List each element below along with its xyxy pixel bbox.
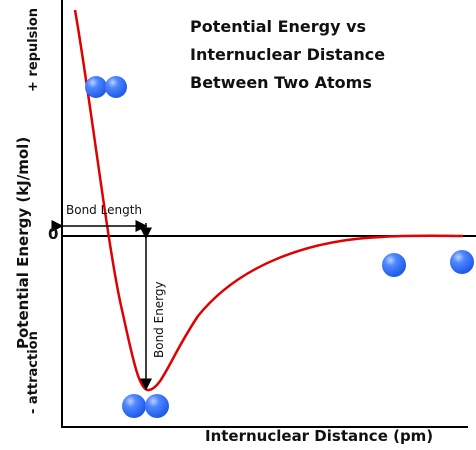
y-axis-label: Potential Energy (kJ/mol) xyxy=(14,136,32,349)
atom-icon xyxy=(382,253,406,277)
x-axis-label: Internuclear Distance (pm) xyxy=(205,427,434,445)
atom-icon xyxy=(105,76,127,98)
molecule-bonded-pair xyxy=(122,394,169,418)
zero-label: 0 xyxy=(48,225,59,243)
diagram-title-line-1: Potential Energy vs xyxy=(190,17,367,36)
atom-icon xyxy=(145,394,169,418)
bond-length-label: Bond Length xyxy=(66,203,143,217)
diagram-title-line-3: Between Two Atoms xyxy=(190,73,372,92)
separated-atom-left xyxy=(382,253,406,277)
atom-icon xyxy=(450,250,474,274)
separated-atom-right xyxy=(450,250,474,274)
atom-icon xyxy=(85,76,107,98)
molecule-repulsion-pair xyxy=(85,76,127,98)
y-negative-label: - attraction xyxy=(26,331,41,414)
potential-energy-curve xyxy=(73,9,464,392)
atom-icon xyxy=(122,394,146,418)
y-positive-label: + repulsion xyxy=(26,7,41,92)
diagram-title-line-2: Internuclear Distance xyxy=(190,45,386,64)
bond-energy-label: Bond Energy xyxy=(152,281,166,358)
